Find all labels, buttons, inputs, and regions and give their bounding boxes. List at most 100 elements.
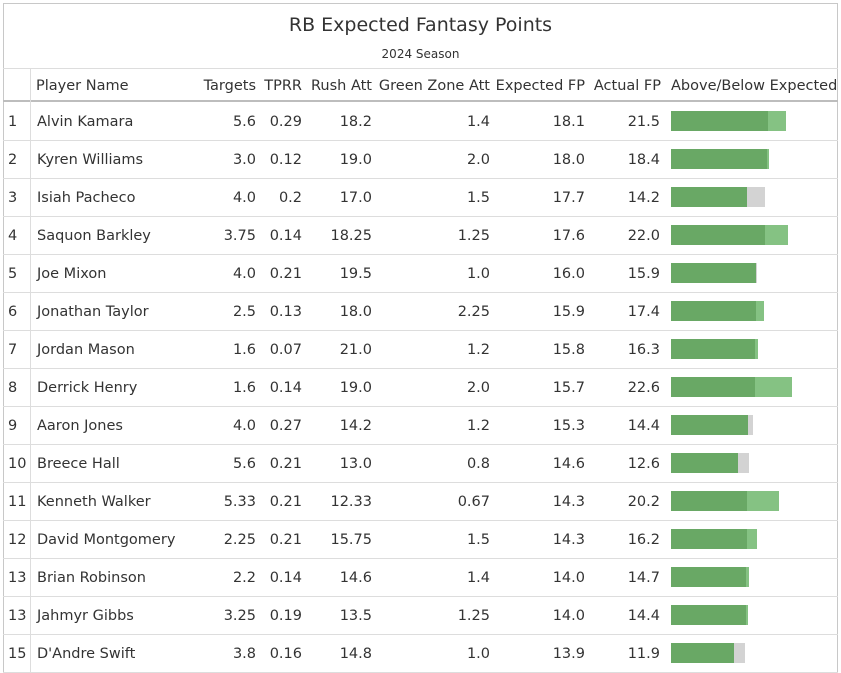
cell-expected-fp: 18.1 (552, 114, 585, 130)
cell-rank: 15 (8, 646, 27, 662)
cell-green-zone-att: 1.25 (457, 228, 490, 244)
cell-player-name: David Montgomery (37, 532, 176, 548)
row-divider (3, 254, 838, 255)
cell-green-zone-att: 1.5 (466, 190, 490, 206)
cell-player-name: Joe Mixon (37, 266, 107, 282)
cell-green-zone-att: 2.0 (466, 380, 490, 396)
cell-rush-att: 19.0 (339, 380, 372, 396)
cell-rank: 2 (8, 152, 18, 168)
cell-tprr: 0.19 (269, 608, 302, 624)
column-header[interactable]: Player Name (36, 78, 129, 94)
bar-above-expected (747, 529, 758, 549)
row-divider (3, 292, 838, 293)
cell-rank: 13 (8, 608, 27, 624)
cell-rank: 5 (8, 266, 18, 282)
header-divider (3, 100, 838, 102)
row-divider (3, 634, 838, 635)
bar-base (671, 339, 756, 359)
cell-rush-att: 17.0 (339, 190, 372, 206)
row-divider (3, 482, 838, 483)
cell-tprr: 0.2 (278, 190, 302, 206)
cell-expected-fp: 14.3 (552, 494, 585, 510)
cell-player-name: Jordan Mason (37, 342, 135, 358)
column-header[interactable]: TPRR (264, 78, 302, 94)
cell-targets: 3.8 (232, 646, 256, 662)
row-divider (3, 368, 838, 369)
cell-actual-fp: 15.9 (627, 266, 660, 282)
cell-rank: 9 (8, 418, 18, 434)
bar-base (671, 111, 768, 131)
bar-base (671, 529, 748, 549)
cell-targets: 3.25 (223, 608, 256, 624)
column-header[interactable]: Targets (203, 78, 256, 94)
bar-below-expected (734, 643, 746, 663)
bar-above-expected (767, 111, 786, 131)
cell-expected-fp: 14.0 (552, 570, 585, 586)
column-header[interactable]: Actual FP (593, 78, 661, 94)
bar-above-expected (755, 301, 764, 321)
cell-rank: 6 (8, 304, 18, 320)
cell-green-zone-att: 1.25 (457, 608, 490, 624)
cell-rank: 8 (8, 380, 18, 396)
row-divider (3, 444, 838, 445)
row-divider (3, 330, 838, 331)
cell-rush-att: 14.6 (339, 570, 372, 586)
cell-green-zone-att: 1.4 (466, 570, 490, 586)
row-divider (3, 596, 838, 597)
column-header[interactable]: Expected FP (495, 78, 585, 94)
cell-targets: 3.75 (223, 228, 256, 244)
cell-tprr: 0.21 (269, 494, 302, 510)
cell-expected-fp: 15.3 (552, 418, 585, 434)
cell-player-name: Isiah Pacheco (37, 190, 136, 206)
cell-rush-att: 18.0 (339, 304, 372, 320)
bar-above-expected (745, 567, 750, 587)
bar-base (671, 225, 765, 245)
cell-green-zone-att: 1.2 (466, 418, 490, 434)
cell-actual-fp: 21.5 (627, 114, 660, 130)
cell-expected-fp: 17.6 (552, 228, 585, 244)
cell-player-name: Brian Robinson (37, 570, 146, 586)
cell-rush-att: 13.0 (339, 456, 372, 472)
bar-base (671, 605, 746, 625)
cell-green-zone-att: 0.67 (457, 494, 490, 510)
cell-rank: 1 (8, 114, 18, 130)
cell-player-name: Derrick Henry (37, 380, 138, 396)
bar-below-expected (738, 453, 749, 473)
bar-base (671, 149, 767, 169)
cell-expected-fp: 17.7 (552, 190, 585, 206)
cell-green-zone-att: 1.2 (466, 342, 490, 358)
cell-player-name: Breece Hall (37, 456, 120, 472)
cell-actual-fp: 20.2 (627, 494, 660, 510)
column-header[interactable]: Above/Below Expected (671, 78, 838, 94)
row-divider (3, 406, 838, 407)
cell-actual-fp: 16.2 (627, 532, 660, 548)
cell-rush-att: 15.75 (330, 532, 372, 548)
cell-tprr: 0.27 (269, 418, 302, 434)
cell-rush-att: 12.33 (330, 494, 372, 510)
bar-base (671, 491, 748, 511)
bar-above-expected (745, 605, 748, 625)
cell-rank: 13 (8, 570, 27, 586)
rank-divider (30, 68, 31, 672)
bar-base (671, 643, 735, 663)
cell-green-zone-att: 0.8 (466, 456, 490, 472)
cell-rank: 11 (8, 494, 27, 510)
row-divider (3, 216, 838, 217)
cell-tprr: 0.14 (269, 380, 302, 396)
cell-player-name: Aaron Jones (37, 418, 123, 434)
cell-rush-att: 13.5 (339, 608, 372, 624)
cell-rush-att: 19.5 (339, 266, 372, 282)
cell-targets: 1.6 (232, 342, 256, 358)
bar-below-expected (747, 415, 753, 435)
bar-base (671, 415, 748, 435)
cell-expected-fp: 15.7 (552, 380, 585, 396)
cell-rank: 3 (8, 190, 18, 206)
cell-actual-fp: 14.7 (627, 570, 660, 586)
column-header[interactable]: Green Zone Att (378, 78, 490, 94)
cell-actual-fp: 22.6 (627, 380, 660, 396)
cell-green-zone-att: 2.0 (466, 152, 490, 168)
cell-player-name: D'Andre Swift (37, 646, 136, 662)
column-header[interactable]: Rush Att (310, 78, 372, 94)
cell-green-zone-att: 1.0 (466, 646, 490, 662)
cell-expected-fp: 14.0 (552, 608, 585, 624)
